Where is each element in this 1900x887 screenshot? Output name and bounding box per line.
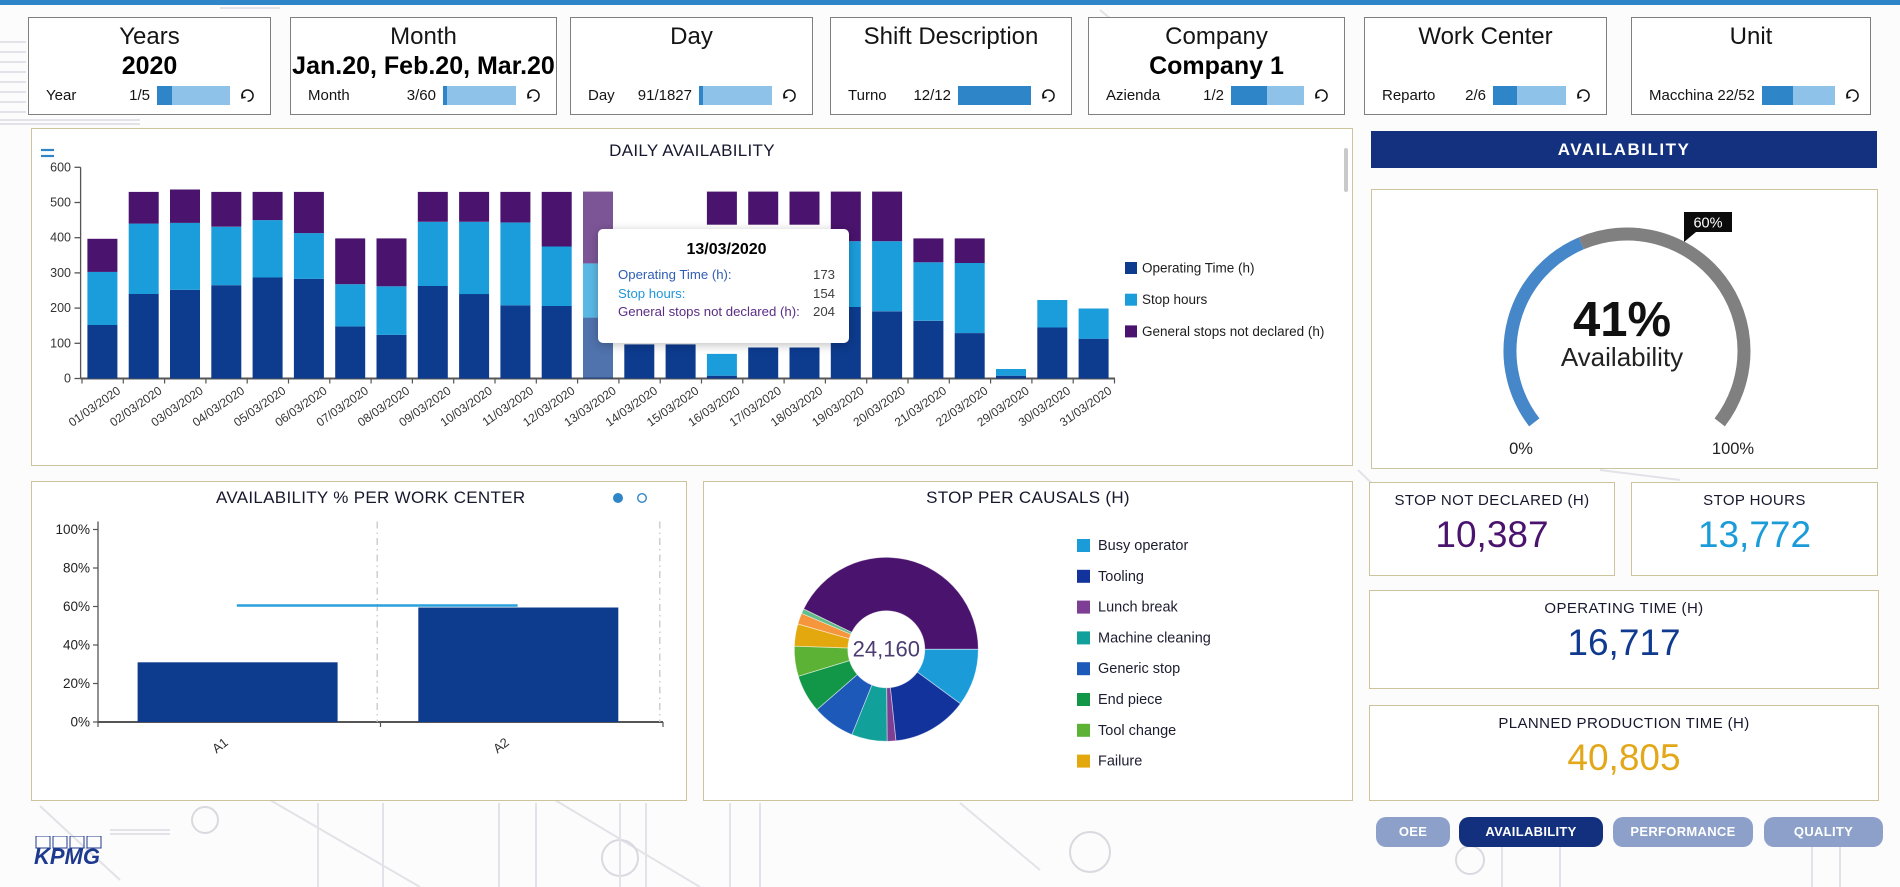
- svg-text:Tool change: Tool change: [1098, 723, 1176, 739]
- svg-text:Machine cleaning: Machine cleaning: [1098, 630, 1211, 646]
- svg-text:41%: 41%: [1573, 293, 1671, 347]
- svg-text:0%: 0%: [70, 715, 90, 730]
- svg-text:Operating Time (h): Operating Time (h): [1142, 261, 1255, 276]
- svg-text:400: 400: [50, 231, 71, 245]
- svg-text:24,160: 24,160: [853, 636, 920, 661]
- svg-text:100%: 100%: [55, 522, 90, 537]
- svg-text:A1: A1: [209, 735, 231, 757]
- svg-text:General stops not declared (h): General stops not declared (h): [1142, 324, 1324, 339]
- svg-text:40%: 40%: [63, 638, 90, 653]
- svg-text:Busy operator: Busy operator: [1098, 538, 1188, 554]
- svg-text:Lunch break: Lunch break: [1098, 600, 1179, 616]
- svg-text:KPMG: KPMG: [34, 844, 100, 869]
- svg-text:Failure: Failure: [1098, 754, 1142, 770]
- svg-text:20%: 20%: [63, 676, 90, 691]
- svg-text:600: 600: [50, 160, 71, 174]
- svg-text:Availability: Availability: [1561, 342, 1683, 372]
- svg-text:A2: A2: [490, 735, 512, 757]
- svg-text:Generic stop: Generic stop: [1098, 661, 1180, 677]
- svg-text:60%: 60%: [63, 599, 90, 614]
- svg-text:60%: 60%: [1693, 216, 1722, 232]
- svg-text:80%: 80%: [63, 561, 90, 576]
- svg-text:100: 100: [50, 336, 71, 350]
- svg-text:200: 200: [50, 301, 71, 315]
- svg-text:500: 500: [50, 196, 71, 210]
- svg-text:100%: 100%: [1712, 440, 1755, 458]
- svg-text:Stop hours: Stop hours: [1142, 292, 1208, 307]
- svg-text:0: 0: [64, 372, 71, 386]
- svg-text:300: 300: [50, 266, 71, 280]
- svg-text:End piece: End piece: [1098, 692, 1163, 708]
- svg-text:0%: 0%: [1509, 440, 1533, 458]
- svg-text:Tooling: Tooling: [1098, 569, 1144, 585]
